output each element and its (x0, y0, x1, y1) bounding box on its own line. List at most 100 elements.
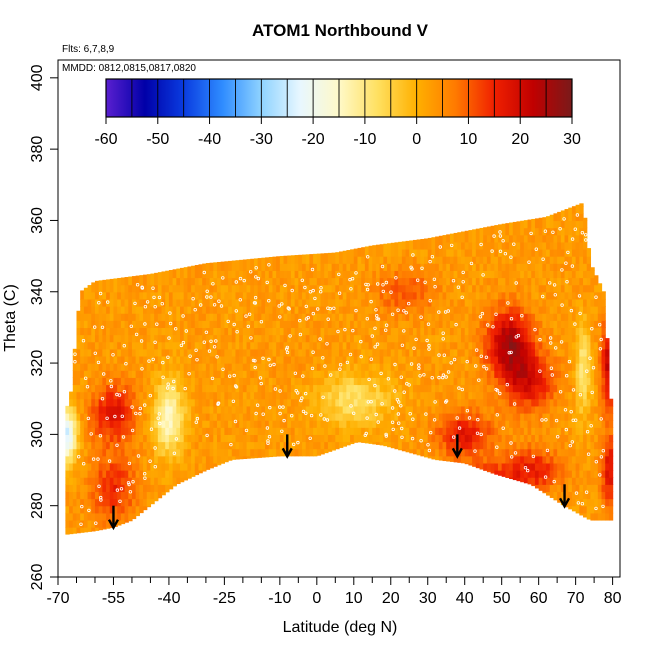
heatmap-cell (557, 441, 562, 450)
heatmap-cell (546, 398, 551, 407)
heatmap-cell (575, 306, 580, 314)
heatmap-cell (202, 298, 207, 307)
heatmap-cell (342, 384, 347, 393)
heatmap-cell (464, 341, 470, 350)
heatmap-cell (250, 441, 255, 450)
heatmap-cell (102, 462, 107, 471)
heatmap-cell (387, 348, 392, 357)
heatmap-cell (368, 341, 373, 350)
heatmap-cell (594, 448, 599, 457)
heatmap-cell (516, 412, 521, 421)
heatmap-cell (257, 420, 262, 428)
heatmap-cell (246, 313, 251, 321)
heatmap-cell (87, 491, 92, 500)
heatmap-cell (191, 284, 196, 293)
heatmap-cell (335, 306, 340, 314)
heatmap-cell (324, 420, 329, 428)
heatmap-cell (146, 477, 152, 485)
heatmap-cell (372, 412, 377, 421)
heatmap-cell (472, 455, 477, 464)
heatmap-cell (146, 384, 152, 393)
heatmap-cell (438, 384, 444, 393)
observation-point (254, 266, 258, 270)
heatmap-cell (176, 412, 181, 421)
heatmap-cell (72, 405, 78, 414)
heatmap-cell (520, 384, 525, 393)
heatmap-cell (372, 248, 377, 257)
heatmap-cell (191, 377, 196, 386)
heatmap-cell (302, 370, 307, 378)
heatmap-cell (557, 398, 562, 407)
heatmap-cell (383, 256, 388, 264)
heatmap-cell (497, 420, 503, 428)
heatmap-cell (139, 420, 144, 428)
heatmap-cell (76, 427, 81, 435)
heatmap-cell (172, 320, 177, 329)
heatmap-cell (412, 370, 418, 378)
heatmap-cell (605, 370, 610, 378)
heatmap-cell (575, 477, 580, 485)
heatmap-cell (165, 398, 170, 407)
heatmap-cell (261, 377, 266, 386)
heatmap-cell (276, 434, 281, 443)
heatmap-cell (583, 306, 588, 314)
heatmap-cell (283, 298, 288, 307)
heatmap-cell (516, 355, 521, 364)
heatmap-cell (427, 363, 433, 371)
heatmap-cell (268, 455, 274, 458)
heatmap-cell (242, 405, 248, 414)
heatmap-cell (538, 412, 543, 421)
heatmap-cell (505, 398, 510, 407)
heatmap-cell (268, 256, 274, 264)
heatmap-cell (597, 284, 603, 293)
heatmap-cell (475, 234, 481, 243)
heatmap-cell (583, 427, 588, 435)
heatmap-cell (601, 320, 606, 329)
heatmap-cell (409, 313, 414, 321)
heatmap-cell (191, 313, 196, 321)
heatmap-cell (290, 391, 296, 400)
heatmap-cell (250, 405, 255, 414)
heatmap-cell (324, 313, 329, 321)
heatmap-cell (464, 462, 470, 465)
heatmap-cell (564, 227, 569, 236)
heatmap-cell (494, 227, 499, 236)
heatmap-cell (357, 256, 362, 264)
heatmap-cell (605, 338, 610, 343)
heatmap-cell (420, 341, 425, 350)
heatmap-cell (472, 298, 477, 307)
heatmap-cell (412, 270, 418, 279)
heatmap-cell (113, 334, 118, 343)
heatmap-cell (438, 306, 444, 314)
heatmap-cell (265, 427, 270, 435)
heatmap-cell (464, 441, 470, 450)
heatmap-cell (265, 377, 270, 386)
heatmap-cell (520, 412, 525, 421)
heatmap-cell (557, 213, 562, 222)
heatmap-cell (608, 512, 614, 521)
heatmap-cell (527, 256, 532, 264)
heatmap-cell (486, 256, 492, 264)
heatmap-cell (527, 227, 532, 236)
heatmap-cell (479, 327, 484, 336)
observation-point (578, 311, 582, 316)
heatmap-cell (435, 256, 440, 264)
heatmap-cell (564, 420, 569, 428)
heatmap-cell (128, 427, 133, 435)
heatmap-cell (457, 313, 462, 321)
heatmap-cell (161, 455, 166, 464)
heatmap-cell (239, 259, 244, 264)
heatmap-cell (180, 320, 185, 329)
heatmap-cell (94, 505, 100, 514)
heatmap-cell (483, 227, 488, 229)
heatmap-cell (601, 412, 606, 421)
heatmap-cell (442, 277, 447, 286)
heatmap-cell (342, 270, 347, 279)
heatmap-cell (302, 320, 307, 329)
heatmap-cell (194, 427, 200, 435)
heatmap-cell (368, 256, 373, 264)
heatmap-cell (202, 405, 207, 414)
heatmap-cell (475, 241, 481, 250)
heatmap-cell (523, 227, 529, 236)
heatmap-cell (534, 270, 540, 279)
